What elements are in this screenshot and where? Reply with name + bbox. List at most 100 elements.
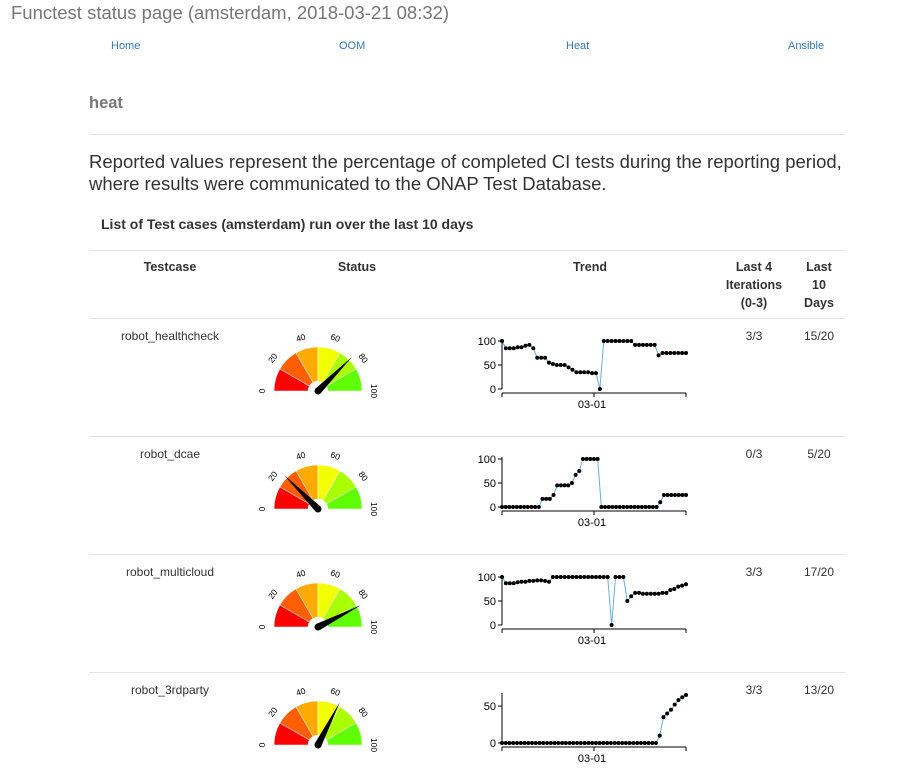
trend-point bbox=[676, 351, 681, 355]
trend-point bbox=[672, 351, 677, 355]
trend-point bbox=[597, 387, 602, 391]
trend-point bbox=[684, 493, 688, 497]
nav-link-ansible[interactable]: Ansible bbox=[788, 40, 825, 52]
trend-point bbox=[647, 505, 652, 509]
trend-point bbox=[592, 457, 596, 461]
gauge-scale-label: 80 bbox=[356, 469, 370, 483]
trend-point bbox=[680, 583, 685, 588]
trend-point bbox=[590, 575, 595, 579]
trend-point bbox=[672, 493, 677, 497]
row-divider bbox=[89, 436, 845, 437]
trend-point bbox=[617, 505, 622, 509]
trend-point bbox=[558, 363, 563, 367]
gauge-scale-label: 60 bbox=[329, 450, 341, 463]
trend-point bbox=[544, 496, 549, 501]
trend-point bbox=[621, 575, 626, 579]
trend-point bbox=[650, 505, 655, 509]
trend-point bbox=[533, 505, 538, 509]
row-divider bbox=[89, 672, 845, 673]
trend-point bbox=[656, 591, 661, 596]
gauge-scale-label: 0 bbox=[257, 388, 267, 393]
trend-point bbox=[511, 581, 516, 586]
trend-point bbox=[536, 505, 541, 509]
gauge-scale-label: 80 bbox=[356, 587, 370, 601]
trend-y-tick-label: 0 bbox=[490, 384, 496, 396]
trend-point bbox=[621, 339, 626, 343]
trend-point bbox=[635, 741, 640, 745]
trend-point bbox=[531, 578, 536, 583]
trend-point bbox=[648, 591, 653, 596]
trend-point bbox=[614, 505, 619, 509]
gauge-segment bbox=[326, 368, 363, 392]
trend-point bbox=[627, 741, 632, 745]
trend-point bbox=[571, 741, 576, 745]
trend-point bbox=[631, 741, 636, 745]
row-divider bbox=[89, 554, 845, 555]
trend-point bbox=[507, 346, 512, 351]
trend-point bbox=[574, 575, 579, 579]
trend-point bbox=[566, 365, 571, 370]
trend-point bbox=[503, 346, 508, 351]
gauge-scale-label: 0 bbox=[257, 742, 267, 747]
gauge-scale-label: 100 bbox=[369, 620, 379, 634]
trend-point bbox=[643, 505, 648, 509]
trend-point bbox=[684, 582, 688, 587]
trend-point bbox=[522, 505, 527, 509]
trend-point bbox=[507, 581, 512, 586]
gauge-scale-label: 0 bbox=[257, 506, 267, 511]
trend-point bbox=[527, 342, 532, 347]
trend-point bbox=[629, 594, 634, 599]
gauge-scale-label: 20 bbox=[266, 587, 280, 601]
gauge-needle-hub bbox=[314, 623, 322, 631]
trend-point bbox=[661, 493, 666, 497]
trend-point bbox=[639, 505, 644, 509]
header-last4: Last 4 Iterations (0-3) bbox=[716, 258, 792, 312]
trend-point bbox=[529, 505, 534, 509]
last4-value: 3/3 bbox=[745, 683, 763, 697]
trend-point bbox=[605, 741, 610, 745]
nav-link-home[interactable]: Home bbox=[111, 40, 141, 52]
trend-point bbox=[601, 339, 606, 343]
trend-y-tick-label: 50 bbox=[484, 596, 496, 608]
trend-point bbox=[608, 741, 613, 745]
status-gauge: 0 20 40 60 80 100 bbox=[257, 685, 379, 752]
trend-point bbox=[569, 481, 574, 485]
trend-point bbox=[546, 579, 551, 584]
trend-point bbox=[500, 339, 504, 343]
trend-point bbox=[567, 741, 572, 745]
trend-point bbox=[515, 741, 520, 745]
trend-point bbox=[562, 575, 567, 579]
gauge-scale-label: 40 bbox=[295, 331, 307, 344]
gauge-scale-label: 40 bbox=[295, 685, 307, 698]
section-title: heat bbox=[89, 94, 123, 112]
trend-point bbox=[617, 575, 622, 579]
trend-point bbox=[684, 693, 688, 697]
header-status: Status bbox=[337, 260, 377, 274]
table-top-border bbox=[89, 250, 845, 251]
trend-point bbox=[628, 505, 633, 509]
trend-y-tick-label: 100 bbox=[478, 454, 496, 466]
trend-point bbox=[680, 695, 685, 700]
trend-point bbox=[511, 741, 516, 745]
trend-line bbox=[502, 458, 686, 508]
nav-link-oom[interactable]: OOM bbox=[339, 40, 366, 52]
testcase-name: robot_healthcheck bbox=[120, 329, 220, 343]
trend-point bbox=[547, 496, 552, 501]
nav-link-heat[interactable]: Heat bbox=[566, 40, 590, 52]
header-last10-line3: Days bbox=[804, 296, 834, 310]
trend-point bbox=[582, 370, 587, 375]
trend-point bbox=[601, 741, 606, 745]
trend-chart: 03-01 50 0 bbox=[484, 693, 688, 765]
trend-point bbox=[588, 457, 593, 461]
trend-point bbox=[664, 351, 669, 355]
trend-point bbox=[638, 741, 643, 745]
trend-point bbox=[684, 351, 688, 355]
gauge-scale-label: 100 bbox=[369, 384, 379, 398]
trend-y-tick-label: 0 bbox=[490, 620, 496, 632]
trend-point bbox=[650, 741, 655, 745]
status-gauge: 0 20 40 60 80 100 bbox=[257, 567, 379, 634]
trend-point bbox=[605, 339, 610, 343]
trend-point bbox=[526, 741, 531, 745]
trend-point bbox=[676, 584, 681, 589]
trend-point bbox=[500, 575, 504, 579]
